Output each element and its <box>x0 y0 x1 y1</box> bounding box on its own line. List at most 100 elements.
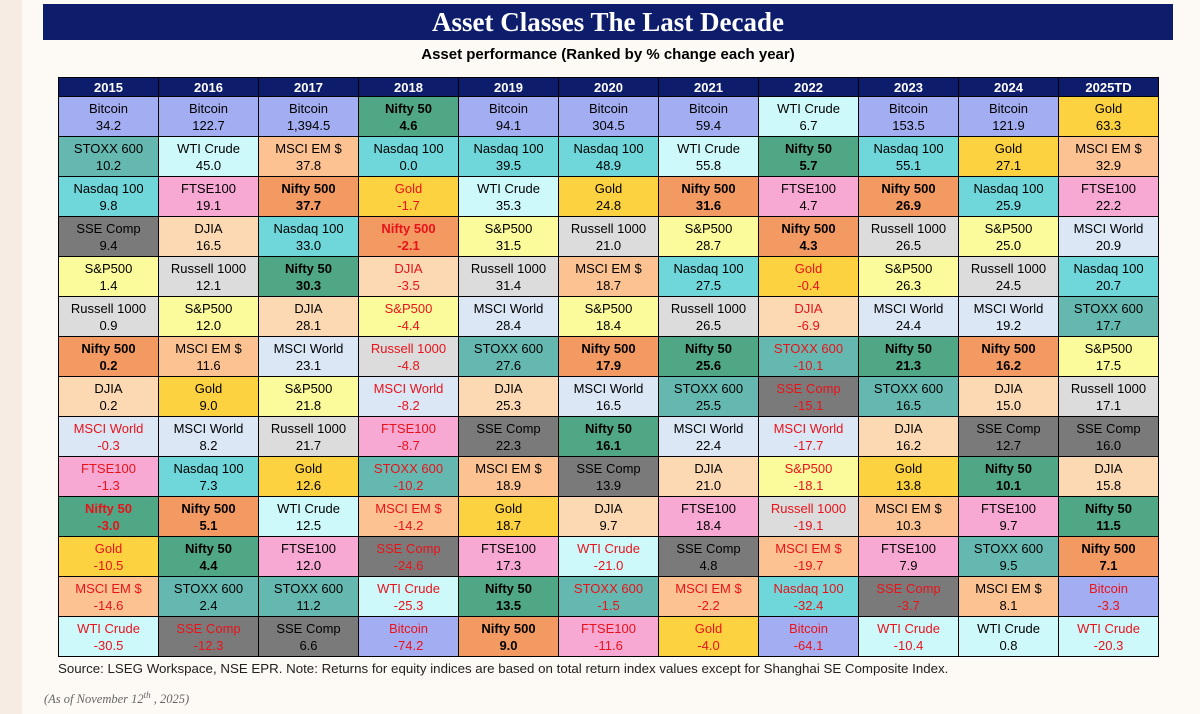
asset-return-value: 12.0 <box>195 317 222 333</box>
asset-cell: Nifty 500 5.1 <box>158 496 259 537</box>
asset-return-value: 24.8 <box>595 197 622 213</box>
asset-return-value: -8.2 <box>397 397 420 413</box>
asset-return-value: 21.8 <box>295 397 322 413</box>
asset-cell: MSCI EM $37.8 <box>258 136 359 177</box>
asset-name: Nifty 50 <box>785 140 832 156</box>
asset-name: MSCI EM $ <box>575 260 642 276</box>
rank-row: Nasdaq 100 9.8 FTSE100 19.1 Nifty 500 37.7 Gol… <box>58 176 1159 217</box>
rank-row: Bitcoin 34.2 Bitcoin 122.7 Bitcoin 1,394.5 Nif… <box>58 96 1159 137</box>
asset-name: MSCI EM $ <box>775 540 842 556</box>
asset-return-value: 27.5 <box>695 277 722 293</box>
asset-name: Nasdaq 100 <box>873 140 944 156</box>
asset-name: Bitcoin <box>88 100 129 116</box>
asset-return-value: 7.9 <box>899 557 918 573</box>
asset-return-value: 28.4 <box>495 317 522 333</box>
asset-cell: Nasdaq 100 33.0 <box>258 216 359 257</box>
asset-name: SSE Comp <box>776 380 841 396</box>
asset-cell: MSCI World 20.9 <box>1058 216 1159 257</box>
asset-name: S&P500 <box>1084 340 1133 356</box>
year-header: 2024 <box>958 77 1059 97</box>
asset-cell: Bitcoin -74.2 <box>358 616 459 657</box>
asset-name: Nasdaq 100 <box>673 260 744 276</box>
asset-name: SSE Comp <box>576 460 641 476</box>
asset-name: WTI Crude <box>677 140 740 156</box>
asset-return-value: 30.3 <box>295 277 322 293</box>
asset-cell: Nifty 500 37.7 <box>258 176 359 217</box>
asset-name: Nifty 500 <box>981 340 1036 356</box>
rank-row: FTSE100 -1.3 Nasdaq 100 7.3 Gold 12.6 STOXX 60… <box>58 456 1159 497</box>
asset-name: MSCI World <box>373 380 444 396</box>
asset-return-value: 5.1 <box>199 517 218 533</box>
asset-name: MSCI World <box>1073 220 1144 236</box>
asset-name: WTI Crude <box>977 620 1040 636</box>
asset-name: WTI Crude <box>1077 620 1140 636</box>
asset-cell: Bitcoin 121.9 <box>958 96 1059 137</box>
asset-name: DJIA <box>494 380 523 396</box>
asset-cell: S&P500 31.5 <box>458 216 559 257</box>
asset-return-value: -20.3 <box>1093 637 1124 653</box>
asset-cell: SSE Comp 12.7 <box>958 416 1059 457</box>
asset-cell: Nasdaq 100 25.9 <box>958 176 1059 217</box>
asset-cell: STOXX 600 27.6 <box>458 336 559 377</box>
asset-name: Nifty 50 <box>385 100 432 116</box>
asset-name: Russell 1000 <box>870 220 947 236</box>
asset-return-value: 37.7 <box>295 197 322 213</box>
asset-name: Russell 1000 <box>70 300 147 316</box>
asset-return-value: -19.1 <box>793 517 824 533</box>
asset-cell: Nasdaq 100 20.7 <box>1058 256 1159 297</box>
asset-return-value: -2.2 <box>697 597 720 613</box>
asset-return-value: -6.9 <box>797 317 820 333</box>
asset-cell: DJIA 9.7 <box>558 496 659 537</box>
asset-name: S&P500 <box>484 220 533 236</box>
asset-return-value: 17.9 <box>595 357 622 373</box>
asset-cell: WTI Crude 55.8 <box>658 136 759 177</box>
asset-name: Gold <box>794 260 823 276</box>
asset-cell: Nasdaq 100 27.5 <box>658 256 759 297</box>
asset-name: WTI Crude <box>77 620 140 636</box>
asset-cell: DJIA 21.0 <box>658 456 759 497</box>
asset-cell: S&P500 21.8 <box>258 376 359 417</box>
asset-cell: MSCI EM $18.7 <box>558 256 659 297</box>
asset-return-value: -3.7 <box>897 597 920 613</box>
asset-name: FTSE100 <box>181 180 236 196</box>
asset-cell: Russell 1000 26.5 <box>858 216 959 257</box>
asset-return-value: 37.8 <box>295 157 322 173</box>
asset-return-value: 11.2 <box>296 597 321 613</box>
asset-return-value: 35.3 <box>495 197 522 213</box>
asset-name: STOXX 600 <box>573 580 644 596</box>
asset-name: WTI Crude <box>877 620 940 636</box>
asset-cell: MSCI EM $ -19.7 <box>758 536 859 577</box>
asset-name: Nifty 500 <box>581 340 636 356</box>
asset-cell: Nifty 50 16.1 <box>558 416 659 457</box>
asset-return-value: -4.8 <box>397 357 420 373</box>
asset-cell: Gold 63.3 <box>1058 96 1159 137</box>
asset-return-value: 17.7 <box>1095 317 1122 333</box>
asset-return-value: -0.3 <box>97 437 120 453</box>
asset-cell: WTI Crude -10.4 <box>858 616 959 657</box>
asset-return-value: 27.1 <box>995 157 1022 173</box>
asset-name: Nifty 50 <box>985 460 1032 476</box>
asset-cell: Nasdaq 100 0.0 <box>358 136 459 177</box>
rank-row: MSCI World -0.3 MSCI World 8.2 Russell 1000 2… <box>58 416 1159 457</box>
asset-return-value: -2.1 <box>397 237 420 253</box>
asset-cell: DJIA 28.1 <box>258 296 359 337</box>
asset-return-value: -4.4 <box>397 317 420 333</box>
asset-cell: SSE Comp 9.4 <box>58 216 159 257</box>
year-header: 2015 <box>58 77 159 97</box>
asset-return-value: 25.3 <box>495 397 522 413</box>
asset-cell: Nifty 500 -2.1 <box>358 216 459 257</box>
asset-return-value: -64.1 <box>793 637 824 653</box>
asset-name: Nifty 50 <box>285 260 332 276</box>
asset-name: MSCI EM $ <box>475 460 542 476</box>
year-header: 2019 <box>458 77 559 97</box>
asset-return-value: 12.5 <box>295 517 322 533</box>
asset-name: DJIA <box>194 220 223 236</box>
asset-return-value: -10.5 <box>93 557 124 573</box>
asset-cell: SSE Comp 16.0 <box>1058 416 1159 457</box>
asset-return-value: 18.4 <box>695 517 722 533</box>
asset-cell: DJIA -6.9 <box>758 296 859 337</box>
asset-return-value: 4.3 <box>799 237 818 253</box>
asset-cell: Gold 24.8 <box>558 176 659 217</box>
asset-cell: Russell 1000 12.1 <box>158 256 259 297</box>
asset-name: Nifty 50 <box>885 340 932 356</box>
